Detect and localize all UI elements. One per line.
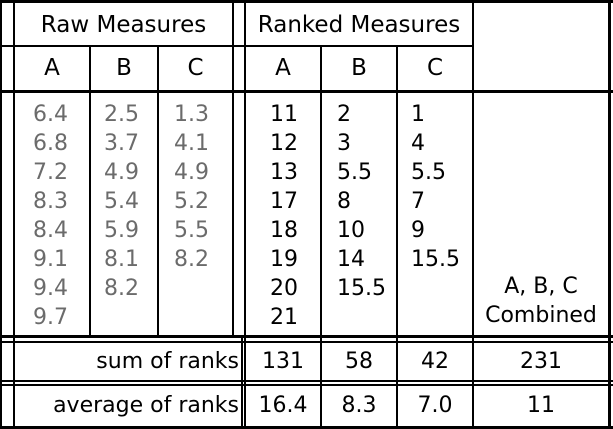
raw-b-value: 5.9 — [104, 218, 139, 243]
raw-b-value: 2.5 — [104, 102, 139, 127]
rank-b-value: 10 — [337, 218, 365, 243]
raw-a-value: 9.1 — [33, 247, 68, 272]
combined-label: A, B, C Combined — [474, 272, 608, 330]
ranked-col-c-values: 1 4 5.5 7 9 15.5 — [411, 100, 472, 274]
rank-c-value: 4 — [411, 131, 425, 156]
rank-b-value: 2 — [337, 102, 351, 127]
sum-of-ranks-label: sum of ranks — [96, 349, 239, 374]
rank-c-value: 9 — [411, 218, 425, 243]
raw-col-c-values: 1.3 4.1 4.9 5.2 5.5 8.2 — [174, 100, 232, 274]
raw-b-value: 8.2 — [104, 276, 139, 301]
rank-a-value: 11 — [270, 102, 298, 127]
rank-c-value: 15.5 — [411, 247, 460, 272]
raw-b-value: 4.9 — [104, 160, 139, 185]
avg-a: 16.4 — [258, 393, 308, 418]
ranked-measures-header: Ranked Measures — [257, 12, 461, 38]
raw-c-value: 1.3 — [174, 102, 209, 127]
combined-label-line1: A, B, C — [504, 274, 578, 299]
raw-c-value: 4.1 — [174, 131, 209, 156]
rank-b-value: 5.5 — [337, 160, 372, 185]
raw-a-value: 7.2 — [33, 160, 68, 185]
raw-col-a-header: A — [44, 55, 60, 81]
ranked-col-c-header: C — [426, 55, 444, 81]
rank-a-value: 21 — [270, 305, 298, 330]
rank-a-value: 13 — [270, 160, 298, 185]
ranked-col-b-values: 2 3 5.5 8 10 14 15.5 — [337, 100, 396, 303]
raw-col-c-header: C — [187, 55, 204, 81]
raw-a-value: 9.7 — [33, 305, 68, 330]
raw-c-value: 4.9 — [174, 160, 209, 185]
raw-measures-header: Raw Measures — [40, 12, 207, 38]
raw-a-value: 8.3 — [33, 189, 68, 214]
raw-b-value: 5.4 — [104, 189, 139, 214]
rank-b-value: 15.5 — [337, 276, 386, 301]
rank-c-value: 1 — [411, 102, 425, 127]
raw-a-value: 9.4 — [33, 276, 68, 301]
ranked-col-a-values: 11 12 13 17 18 19 20 21 — [270, 100, 320, 332]
sum-b: 58 — [345, 349, 373, 374]
rank-c-value: 5.5 — [411, 160, 446, 185]
combined-label-line2: Combined — [485, 303, 597, 328]
raw-a-value: 6.4 — [33, 102, 68, 127]
rank-a-value: 19 — [270, 247, 298, 272]
raw-col-b-values: 2.5 3.7 4.9 5.4 5.9 8.1 8.2 — [104, 100, 157, 303]
rank-b-value: 8 — [337, 189, 351, 214]
ranked-col-a-header: A — [275, 55, 291, 81]
raw-a-value: 8.4 — [33, 218, 68, 243]
avg-c: 7.0 — [417, 393, 453, 418]
rank-a-value: 20 — [270, 276, 298, 301]
raw-b-value: 3.7 — [104, 131, 139, 156]
sum-combined: 231 — [520, 349, 562, 374]
sum-a: 131 — [262, 349, 304, 374]
rank-a-value: 17 — [270, 189, 298, 214]
rank-a-value: 18 — [270, 218, 298, 243]
raw-col-b-header: B — [116, 55, 132, 81]
avg-combined: 11 — [527, 393, 555, 418]
raw-c-value: 8.2 — [174, 247, 209, 272]
average-of-ranks-label: average of ranks — [53, 393, 239, 418]
raw-col-a-values: 6.4 6.8 7.2 8.3 8.4 9.1 9.4 9.7 — [33, 100, 89, 332]
raw-a-value: 6.8 — [33, 131, 68, 156]
rank-b-value: 3 — [337, 131, 351, 156]
ranked-col-b-header: B — [351, 55, 367, 81]
rank-a-value: 12 — [270, 131, 298, 156]
raw-c-value: 5.2 — [174, 189, 209, 214]
sum-c: 42 — [421, 349, 449, 374]
rank-c-value: 7 — [411, 189, 425, 214]
raw-b-value: 8.1 — [104, 247, 139, 272]
avg-b: 8.3 — [341, 393, 377, 418]
rank-b-value: 14 — [337, 247, 365, 272]
raw-c-value: 5.5 — [174, 218, 209, 243]
